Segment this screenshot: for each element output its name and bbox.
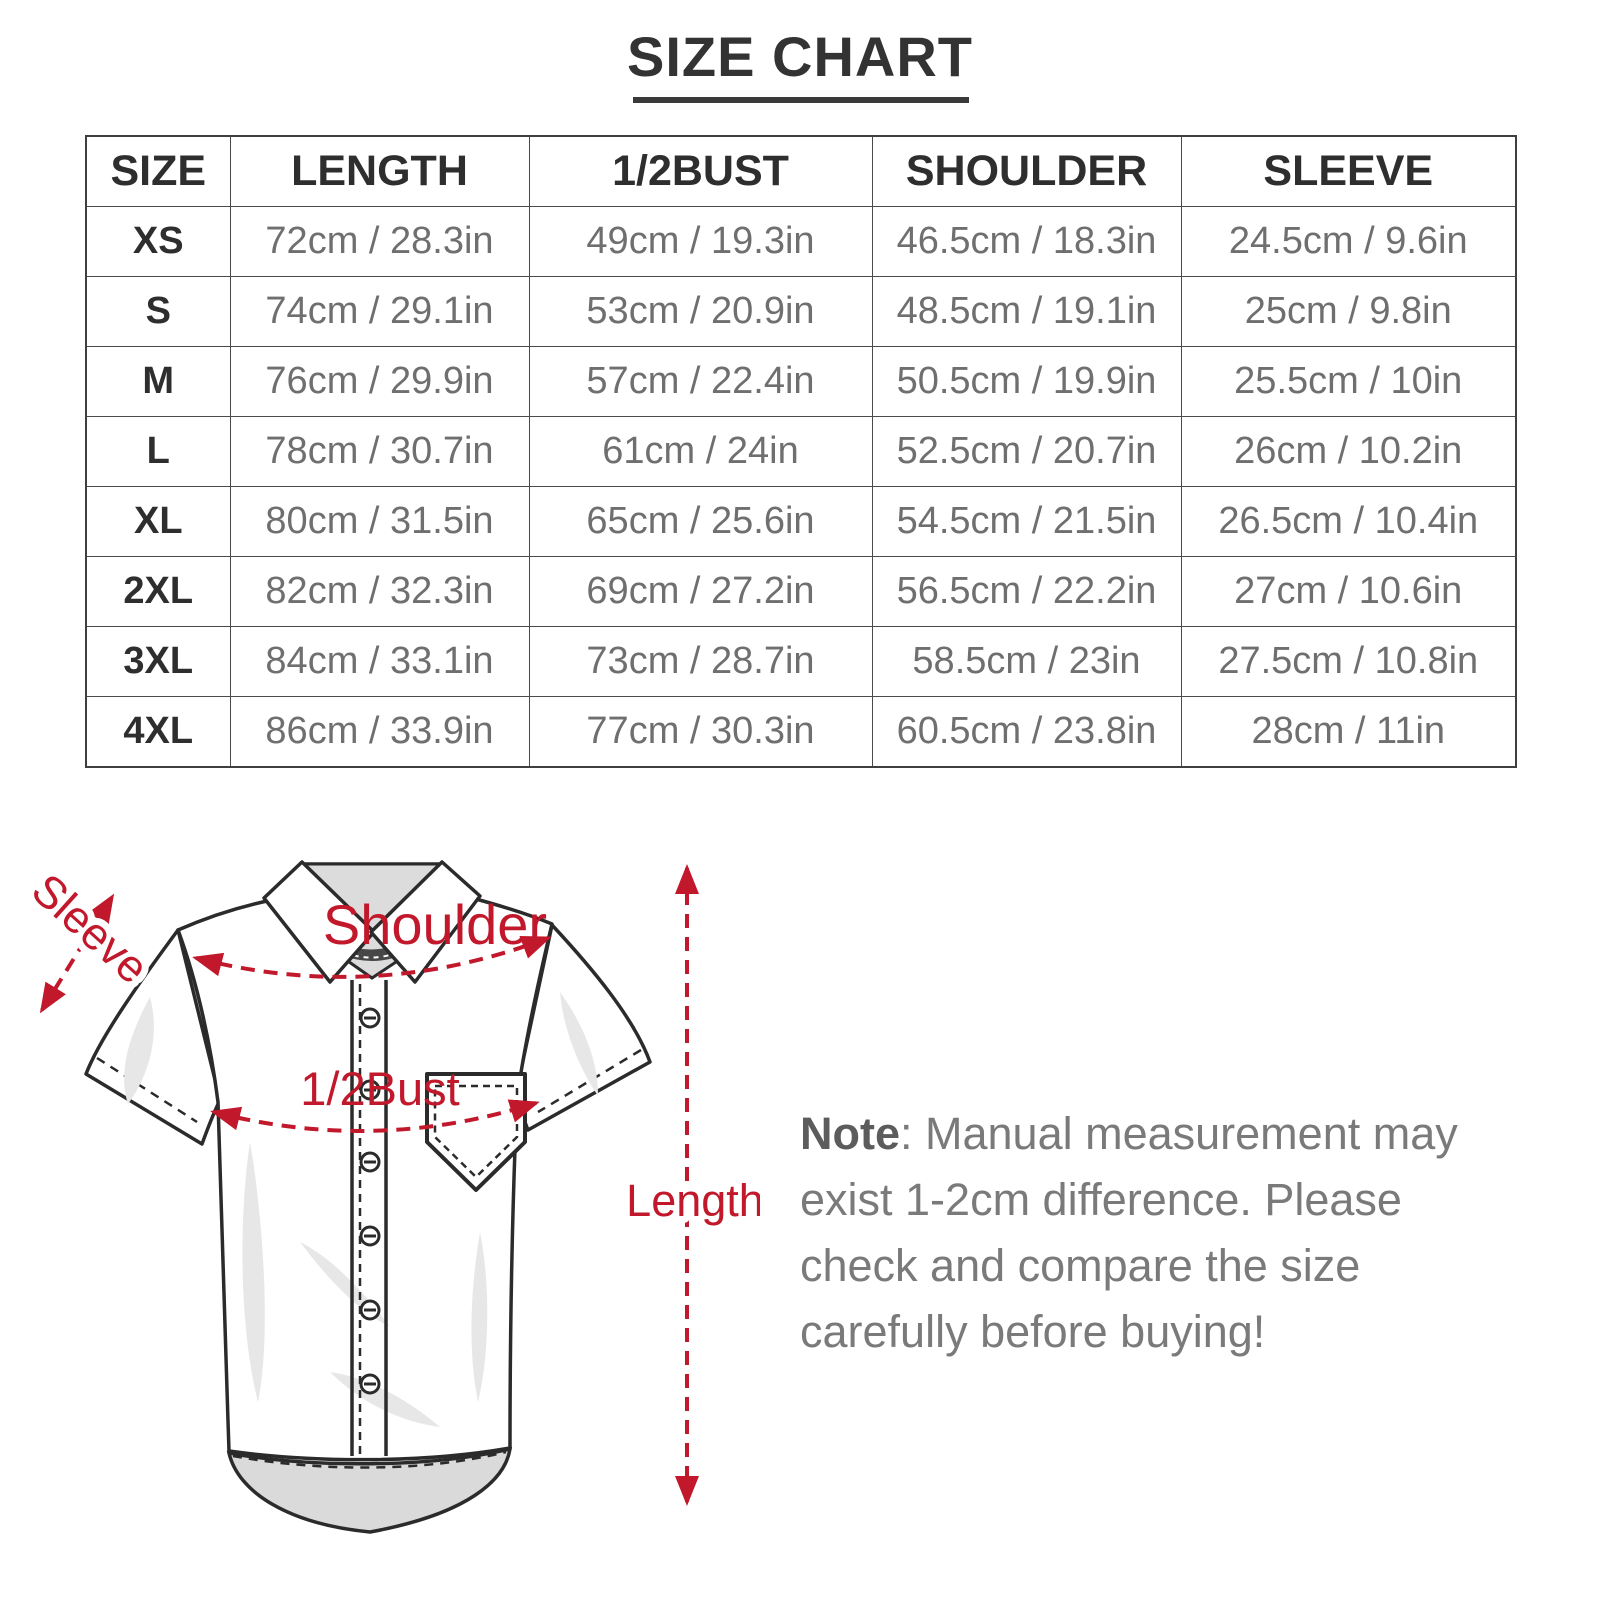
table-cell: 86cm / 33.9in — [229, 696, 530, 768]
bust-label: 1/2Bust — [300, 1062, 459, 1115]
table-cell: 78cm / 30.7in — [229, 416, 530, 487]
table-row: 3XL 84cm / 33.1in 73cm / 28.7in 58.5cm /… — [85, 626, 1517, 697]
length-label: Length — [626, 1175, 760, 1226]
table-cell: 46.5cm / 18.3in — [871, 206, 1182, 277]
column-header-shoulder: SHOULDER — [871, 135, 1182, 207]
table-cell: 73cm / 28.7in — [528, 626, 873, 697]
shoulder-label: Shoulder — [323, 893, 547, 956]
table-row: XL 80cm / 31.5in 65cm / 25.6in 54.5cm / … — [85, 486, 1517, 557]
table-cell: 84cm / 33.1in — [229, 626, 530, 697]
table-cell: 48.5cm / 19.1in — [871, 276, 1182, 347]
table-cell: 3XL — [85, 626, 231, 697]
bust-arrow — [210, 1099, 540, 1133]
table-cell: 77cm / 30.3in — [528, 696, 873, 768]
page-title: SIZE CHART — [627, 25, 973, 88]
column-header-bust: 1/2BUST — [528, 135, 873, 207]
hem-stitch — [232, 1450, 507, 1469]
note-text: Note: Manual measurement may exist 1-2cm… — [800, 1101, 1520, 1365]
table-cell: 26cm / 10.2in — [1180, 416, 1517, 487]
note-line: carefully before buying! — [800, 1306, 1266, 1357]
table-cell: 82cm / 32.3in — [229, 556, 530, 627]
note-label: Note — [800, 1108, 900, 1159]
table-cell: 25.5cm / 10in — [1180, 346, 1517, 417]
table-cell: 76cm / 29.9in — [229, 346, 530, 417]
measure-arrows — [39, 864, 699, 1506]
table-row: M 76cm / 29.9in 57cm / 22.4in 50.5cm / 1… — [85, 346, 1517, 417]
table-cell: 4XL — [85, 696, 231, 768]
column-header-sleeve: SLEEVE — [1180, 135, 1517, 207]
note-line: Note: Manual measurement may — [800, 1108, 1458, 1159]
note-line: check and compare the size — [800, 1240, 1361, 1291]
placket — [350, 980, 388, 1456]
shirt-diagram: Shoulder 1/2Bust Length Sleeve — [15, 856, 760, 1534]
table-cell: 54.5cm / 21.5in — [871, 486, 1182, 557]
table-cell: 65cm / 25.6in — [528, 486, 873, 557]
column-header-length: LENGTH — [229, 135, 530, 207]
table-cell: 56.5cm / 22.2in — [871, 556, 1182, 627]
note-line: exist 1-2cm difference. Please — [800, 1174, 1402, 1225]
table-cell: XL — [85, 486, 231, 557]
table-cell: 52.5cm / 20.7in — [871, 416, 1182, 487]
table-cell: 50.5cm / 19.9in — [871, 346, 1182, 417]
table-cell: 2XL — [85, 556, 231, 627]
shoulder-arrow — [192, 935, 552, 979]
table-row: XS 72cm / 28.3in 49cm / 19.3in 46.5cm / … — [85, 206, 1517, 277]
table-header-row: SIZE LENGTH 1/2BUST SHOULDER SLEEVE — [85, 135, 1517, 207]
sleeve-label: Sleeve — [22, 863, 158, 993]
table-cell: 61cm / 24in — [528, 416, 873, 487]
column-header-size: SIZE — [85, 135, 231, 207]
table-cell: 58.5cm / 23in — [871, 626, 1182, 697]
left-cuff-stitch — [96, 1056, 198, 1124]
title-underline — [633, 97, 969, 103]
table-cell: 27cm / 10.6in — [1180, 556, 1517, 627]
table-cell: 26.5cm / 10.4in — [1180, 486, 1517, 557]
table-row: L 78cm / 30.7in 61cm / 24in 52.5cm / 20.… — [85, 416, 1517, 487]
table-cell: 28cm / 11in — [1180, 696, 1517, 768]
table-cell: 60.5cm / 23.8in — [871, 696, 1182, 768]
table-cell: 57cm / 22.4in — [528, 346, 873, 417]
table-cell: 24.5cm / 9.6in — [1180, 206, 1517, 277]
table-cell: L — [85, 416, 231, 487]
table-row: 2XL 82cm / 32.3in 69cm / 27.2in 56.5cm /… — [85, 556, 1517, 627]
table-cell: 72cm / 28.3in — [229, 206, 530, 277]
table-cell: 74cm / 29.1in — [229, 276, 530, 347]
table-cell: XS — [85, 206, 231, 277]
table-cell: 25cm / 9.8in — [1180, 276, 1517, 347]
shirt-hem — [226, 1446, 513, 1534]
table-cell: 53cm / 20.9in — [528, 276, 873, 347]
table-row: S 74cm / 29.1in 53cm / 20.9in 48.5cm / 1… — [85, 276, 1517, 347]
table-cell: M — [85, 346, 231, 417]
table-cell: S — [85, 276, 231, 347]
table-row: 4XL 86cm / 33.9in 77cm / 30.3in 60.5cm /… — [85, 696, 1517, 768]
table-cell: 80cm / 31.5in — [229, 486, 530, 557]
table-cell: 69cm / 27.2in — [528, 556, 873, 627]
table-cell: 49cm / 19.3in — [528, 206, 873, 277]
size-table: SIZE LENGTH 1/2BUST SHOULDER SLEEVE XS 7… — [85, 135, 1517, 768]
table-cell: 27.5cm / 10.8in — [1180, 626, 1517, 697]
right-cuff-stitch — [537, 1048, 642, 1114]
